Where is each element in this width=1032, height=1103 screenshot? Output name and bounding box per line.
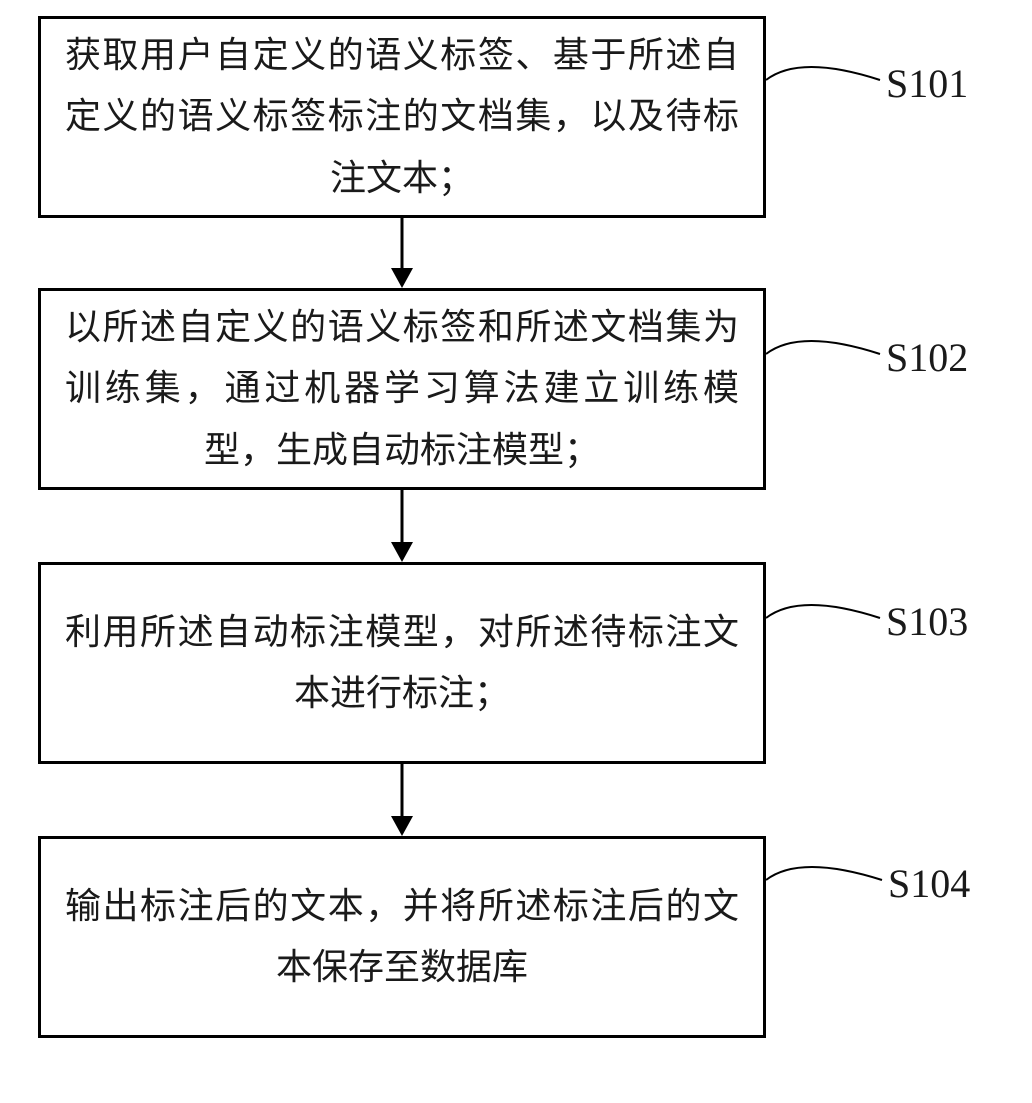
flow-arrow-1-2 (380, 218, 424, 290)
connector-curve-4 (760, 850, 892, 900)
flow-arrow-3-4 (380, 764, 424, 838)
connector-curve-2 (760, 324, 890, 374)
flow-step-text-1: 获取用户自定义的语义标签、基于所述自定义的语义标签标注的文档集，以及待标注文本； (41, 25, 763, 209)
flow-arrow-2-3 (380, 490, 424, 564)
step-label-3: S103 (886, 598, 968, 645)
flow-step-text-3: 利用所述自动标注模型，对所述待标注文本进行标注； (41, 602, 763, 724)
flow-step-box-4: 输出标注后的文本，并将所述标注后的文本保存至数据库 (38, 836, 766, 1038)
step-label-4: S104 (888, 860, 970, 907)
flow-step-text-2: 以所述自定义的语义标签和所述文档集为训练集，通过机器学习算法建立训练模型，生成自… (41, 297, 763, 481)
flow-step-box-1: 获取用户自定义的语义标签、基于所述自定义的语义标签标注的文档集，以及待标注文本； (38, 16, 766, 218)
connector-curve-1 (760, 50, 890, 100)
connector-curve-3 (760, 588, 890, 638)
flow-step-box-2: 以所述自定义的语义标签和所述文档集为训练集，通过机器学习算法建立训练模型，生成自… (38, 288, 766, 490)
step-label-1: S101 (886, 60, 968, 107)
step-label-2: S102 (886, 334, 968, 381)
flow-step-box-3: 利用所述自动标注模型，对所述待标注文本进行标注； (38, 562, 766, 764)
flow-step-text-4: 输出标注后的文本，并将所述标注后的文本保存至数据库 (41, 876, 763, 998)
